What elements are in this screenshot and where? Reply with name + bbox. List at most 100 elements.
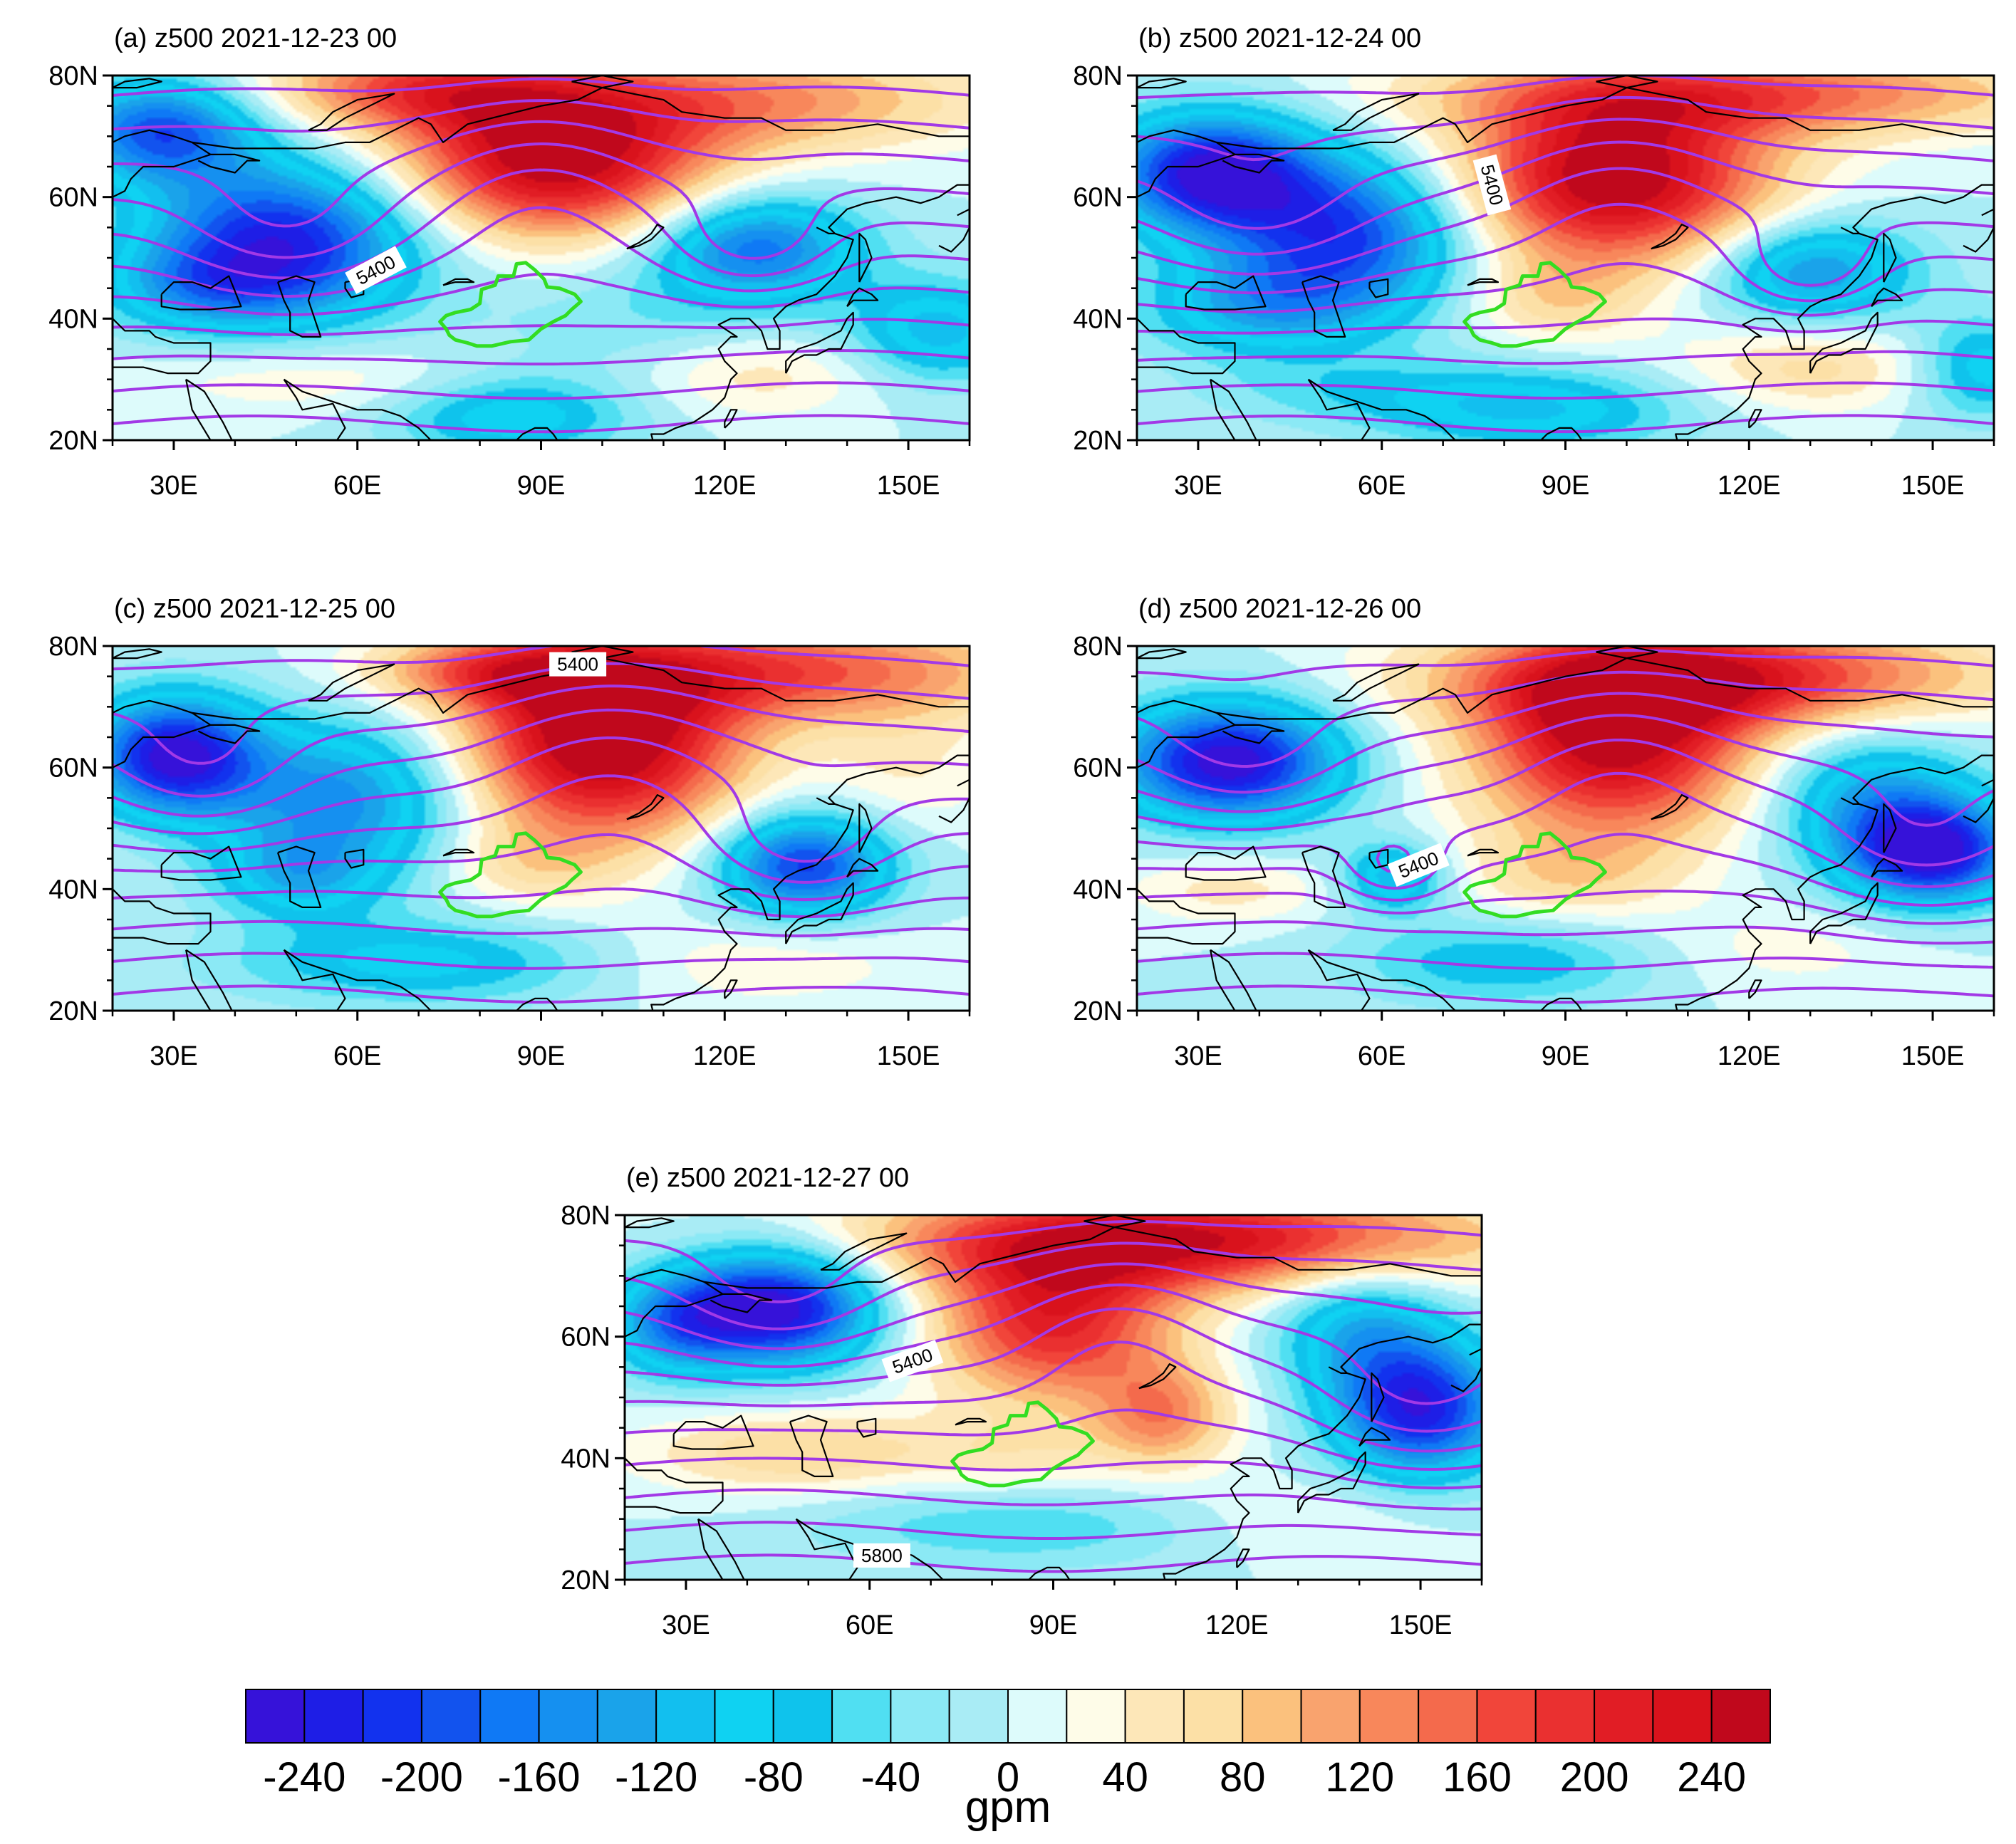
colorbar-box (1300, 1689, 1361, 1744)
coastline-22 (1137, 78, 1187, 89)
panel-title-c: (c) z500 2021-12-25 00 (114, 594, 395, 624)
coastline-16 (785, 311, 854, 374)
coastline-16 (1809, 882, 1879, 944)
contour-label: 5800 (853, 1543, 910, 1568)
coastline-1 (1216, 86, 1994, 150)
x-tick-label: 120E (1718, 1041, 1781, 1071)
height-contour-5100 (113, 708, 970, 818)
x-tick-label: 30E (1174, 1041, 1222, 1071)
colorbar-box (948, 1689, 1009, 1744)
coastline-0 (113, 129, 212, 198)
coastline-0 (113, 699, 212, 769)
colorbar-title: gpm (965, 1783, 1051, 1832)
x-tick-label: 90E (1542, 471, 1590, 501)
colorbar-boxes (245, 1689, 1771, 1744)
y-tick-label: 20N (561, 1566, 610, 1595)
y-tick-label: 80N (48, 632, 98, 662)
coastline-18 (1236, 1548, 1250, 1568)
panel-title-b: (b) z500 2021-12-24 00 (1138, 24, 1421, 53)
y-tick-label: 20N (1073, 996, 1123, 1026)
height-contour-5800 (1137, 414, 1994, 434)
x-tick-label: 150E (1901, 1041, 1965, 1071)
coastline-23 (816, 797, 835, 806)
y-tick-label: 40N (1073, 875, 1123, 905)
coastline-8 (1137, 318, 1236, 375)
coastline-4 (197, 153, 261, 174)
colorbar-box (655, 1689, 716, 1744)
axes-c: 30E 60E 90E 120E 150E 20N 40N 60N 80N (48, 632, 971, 1071)
contour-label-box (853, 1543, 910, 1568)
coastline-23 (1328, 1366, 1347, 1375)
xinjiang-outline (950, 1400, 1095, 1488)
height-contour-5700 (113, 381, 970, 400)
coastline-5 (672, 1415, 754, 1450)
x-tick-label: 150E (877, 1041, 940, 1071)
height-contour-5700 (625, 1521, 1482, 1540)
coastline-12 (1027, 1566, 1071, 1580)
panel-title-d: (d) z500 2021-12-26 00 (1138, 594, 1421, 624)
coastline-16 (785, 882, 854, 944)
coastline-19 (1685, 1009, 1690, 1011)
coastline-13 (1163, 1323, 1482, 1580)
coastline-4 (1222, 153, 1285, 174)
height-contour-5800 (625, 1553, 1482, 1573)
coastline-0 (1137, 129, 1236, 198)
x-tick-label: 60E (1358, 471, 1406, 501)
height-contour-4800 (1137, 649, 1994, 682)
x-tick-label: 120E (1205, 1610, 1269, 1640)
colorbar-box (890, 1689, 950, 1744)
contour-label-box (345, 246, 407, 294)
contour-label-box (1387, 843, 1450, 887)
coastline-21 (955, 1417, 987, 1426)
coastline-5 (1185, 845, 1267, 881)
coastline-21 (1467, 848, 1500, 857)
height-contours-d (1137, 649, 1994, 1004)
coastline-2 (308, 93, 395, 131)
colorbar-box (1242, 1689, 1302, 1744)
region-outline-e (950, 1400, 1095, 1488)
colorbar-box (1066, 1689, 1126, 1744)
coastline-8 (113, 888, 212, 945)
coastline-23 (816, 226, 835, 234)
colorbar-box (1358, 1689, 1420, 1744)
colorbar-tick-label: 40 (1102, 1754, 1148, 1801)
coastline-10 (697, 1519, 724, 1580)
x-tick-label: 120E (693, 471, 757, 501)
coastline-6 (276, 845, 322, 909)
coastline-21 (1467, 278, 1500, 286)
colorbar-box (831, 1689, 892, 1744)
height-contour-5500 (1137, 890, 1994, 925)
coastline-21 (442, 848, 475, 857)
height-contour-5300 (113, 206, 970, 298)
coastline-11 (283, 378, 432, 440)
coastline-12 (1539, 997, 1583, 1011)
y-tick-label: 60N (1073, 183, 1123, 213)
coastline-17 (1871, 287, 1903, 308)
x-tick-label: 60E (333, 471, 382, 501)
coastline-10 (185, 949, 212, 1011)
coastline-19 (1173, 1578, 1178, 1580)
colorbar-tick-label: 240 (1677, 1754, 1746, 1801)
coastline-14 (1963, 208, 1994, 253)
coastline-19 (1685, 439, 1690, 440)
coastline-1 (1216, 657, 1994, 720)
height-contour-5300 (625, 1340, 1482, 1453)
coastline-4 (197, 724, 261, 744)
coastline-9 (1210, 949, 1371, 1011)
coastlines-d (1137, 646, 1994, 1011)
height-contour-4900 (113, 99, 970, 133)
height-contour-5800 (113, 414, 970, 434)
coastline-2 (1332, 93, 1420, 131)
height-contour-5100 (1137, 714, 1994, 827)
panel-title-a: (a) z500 2021-12-23 00 (114, 24, 397, 53)
coastline-15 (1883, 232, 1897, 283)
coastline-5 (1185, 275, 1267, 311)
coastline-13 (1675, 754, 1994, 1011)
colorbar-box (1183, 1689, 1244, 1744)
coastline-7 (856, 1417, 877, 1438)
colorbar-box (1007, 1689, 1068, 1744)
coastline-23 (1840, 797, 1859, 806)
colorbar-box (479, 1689, 540, 1744)
x-tick-label: 150E (1389, 1610, 1453, 1640)
colorbar-tick-label: 200 (1560, 1754, 1629, 1801)
